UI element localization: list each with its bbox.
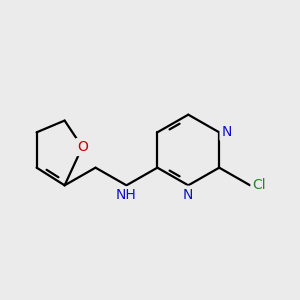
Text: Cl: Cl [253,178,266,192]
Text: O: O [77,140,88,154]
Text: NH: NH [116,188,137,202]
Text: N: N [221,125,232,139]
Text: N: N [183,188,194,202]
